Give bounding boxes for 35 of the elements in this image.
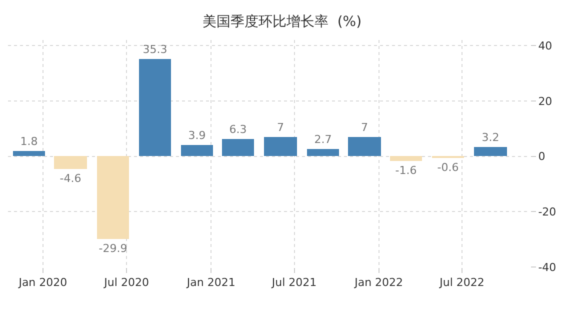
x-tick-label: Jan 2022 [354, 276, 404, 290]
data-label: -1.6 [395, 164, 417, 177]
bar [181, 145, 213, 156]
y-tick-label: 20 [538, 94, 552, 108]
chart-title: 美国季度环比增长率 (%) [202, 14, 362, 30]
data-label: 6.3 [229, 123, 247, 136]
y-tick-label: -20 [538, 205, 556, 218]
bar [348, 137, 381, 156]
x-tick-label: Jul 2022 [438, 276, 484, 290]
x-tick-label: Jan 2020 [18, 276, 68, 290]
y-tick-label: -40 [538, 260, 556, 274]
bar [307, 149, 339, 156]
bar [474, 147, 507, 156]
x-tick-label: Jul 2020 [103, 276, 149, 290]
bar [13, 151, 45, 156]
data-label: 3.2 [482, 131, 500, 144]
x-tick-label: Jul 2021 [270, 276, 317, 290]
data-label: 2.7 [314, 133, 332, 146]
bar [139, 59, 171, 156]
bar [97, 156, 129, 239]
data-label: -4.6 [60, 172, 82, 185]
data-label: -0.6 [437, 161, 459, 174]
y-tick-label: 0 [538, 150, 546, 164]
bar [264, 137, 297, 156]
data-label: 3.9 [188, 129, 206, 142]
bar [222, 139, 254, 156]
bar [54, 156, 87, 169]
data-label: 7 [361, 121, 368, 134]
data-label: 7 [277, 121, 284, 134]
x-tick-label: Jan 2021 [186, 276, 236, 290]
bar [390, 156, 422, 161]
y-tick-label: 40 [538, 39, 552, 52]
data-label: -29.9 [98, 242, 128, 255]
data-label: 35.3 [142, 43, 168, 56]
data-label: 1.8 [20, 135, 38, 148]
